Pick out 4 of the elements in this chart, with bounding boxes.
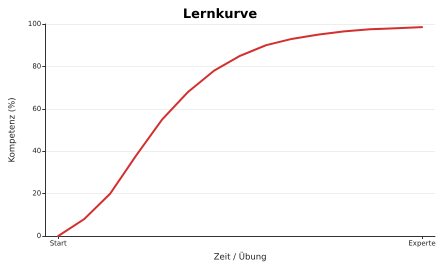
y-axis-title: Kompetenz (%): [8, 97, 18, 163]
x-axis-title: Zeit / Übung: [214, 252, 267, 262]
line-series: [57, 26, 424, 237]
chart-title: Lernkurve: [182, 7, 258, 22]
